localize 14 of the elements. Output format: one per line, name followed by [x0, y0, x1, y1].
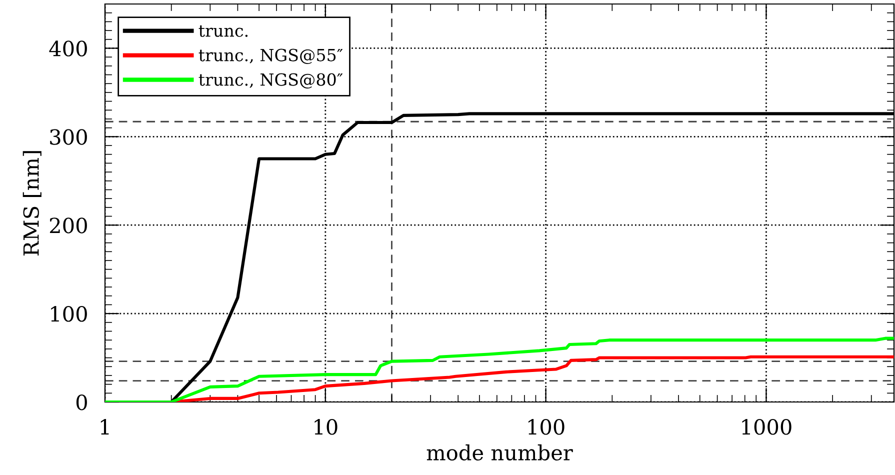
x-tick-label: 100 [528, 419, 564, 435]
x-axis-title: mode number [426, 444, 573, 461]
x-tick-label: 1 [100, 419, 109, 434]
y-tick-label: 300 [50, 129, 87, 145]
y-axis-title: RMS [nm] [22, 151, 42, 256]
y-tick-label: 200 [50, 218, 87, 234]
x-tick-label: 1000 [742, 419, 792, 435]
y-tick-label: 400 [49, 40, 87, 56]
legend-label: trunc. [198, 25, 248, 37]
legend-label: trunc., NGS@55″ [198, 48, 343, 64]
x-tick-label: 10 [314, 419, 338, 435]
y-tick-label: 100 [51, 306, 87, 322]
legend-label: trunc., NGS@80″ [198, 73, 343, 88]
y-tick-label: 0 [76, 394, 87, 410]
